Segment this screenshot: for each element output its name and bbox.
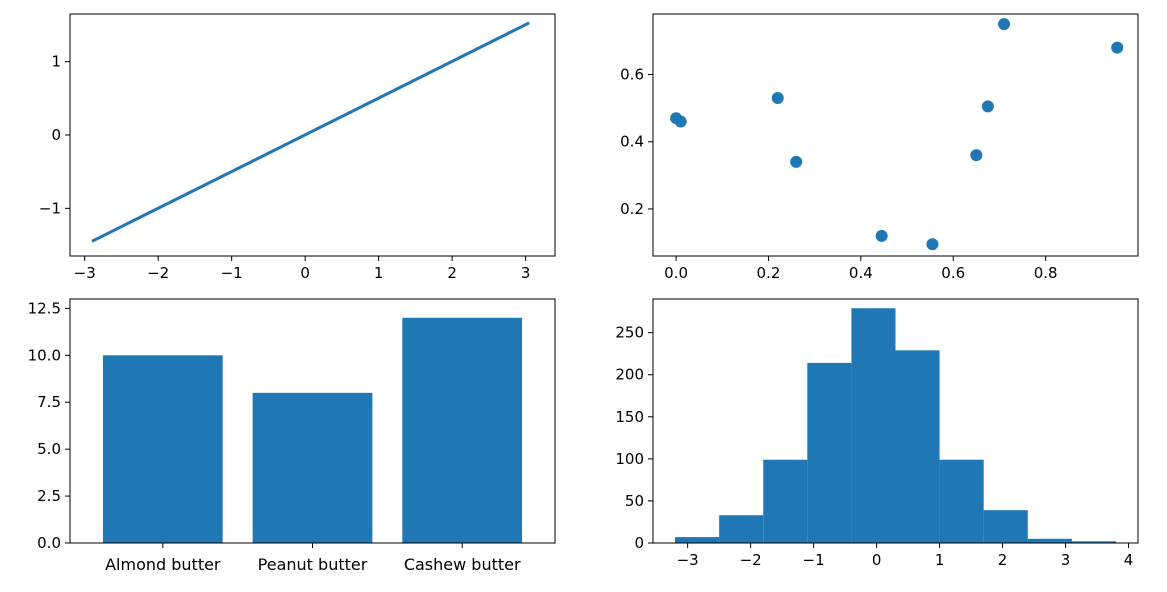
- y-tick-label: 10.0: [28, 346, 61, 364]
- histogram-bar: [763, 459, 808, 543]
- histogram-bar: [1071, 541, 1116, 543]
- plot-frame: [652, 298, 1139, 544]
- y-tick-label: 5.0: [37, 440, 61, 458]
- scatter-point: [926, 238, 939, 251]
- y-tick-label: 50: [625, 492, 644, 510]
- scatter-point: [674, 115, 687, 128]
- histogram-bar: [851, 308, 896, 543]
- histogram-bar: [675, 537, 720, 543]
- x-tick-label: 1: [935, 551, 945, 569]
- line-plot-panel: −3 −2 −1 0 1 2 3 −1 0 1: [39, 13, 556, 282]
- x-tick-label: 0.0: [664, 264, 688, 282]
- scatter-point: [1111, 41, 1124, 54]
- x-tick-label: 0.6: [941, 264, 965, 282]
- scatter-point: [970, 149, 983, 162]
- x-tick-label: 2: [998, 551, 1008, 569]
- x-tick-label: −1: [803, 551, 825, 569]
- x-tick-label: −3: [677, 551, 699, 569]
- histogram-bar: [895, 350, 940, 543]
- x-tick-label: 0.4: [849, 264, 873, 282]
- y-tick-label: 200: [615, 366, 644, 384]
- histogram-panel: −3 −2 −1 0 1 2 3 4 0 50 100 150 200 250: [615, 298, 1139, 569]
- histogram-bar: [807, 362, 852, 543]
- bar-chart-panel: Almond butter Peanut butter Cashew butter 0…: [28, 298, 556, 574]
- y-tick-label: 1: [51, 53, 61, 71]
- category-label: Cashew butter: [404, 555, 521, 574]
- y-tick-label: 0.4: [620, 133, 644, 151]
- plot-frame: [652, 13, 1139, 257]
- x-tick-label: 0.8: [1034, 264, 1058, 282]
- histogram-bar: [1027, 538, 1072, 543]
- y-tick-label: 150: [615, 408, 644, 426]
- x-tick-label: 1: [374, 264, 384, 282]
- y-tick-label: 7.5: [37, 393, 61, 411]
- scatter-point: [998, 18, 1011, 31]
- x-tick-label: −3: [74, 264, 96, 282]
- bar: [402, 317, 523, 543]
- y-tick-label: 0.0: [37, 534, 61, 552]
- scatter-point: [875, 229, 888, 242]
- y-tick-label: 0: [51, 126, 61, 144]
- x-tick-label: 3: [521, 264, 531, 282]
- histogram-bar: [983, 510, 1028, 543]
- y-tick-label: 250: [615, 324, 644, 342]
- y-tick-label: −1: [39, 199, 61, 217]
- x-tick-label: −2: [147, 264, 169, 282]
- scatter-point: [790, 155, 803, 168]
- series-line: [91, 21, 530, 243]
- scatter-point: [981, 100, 994, 113]
- x-tick-label: 0.2: [757, 264, 781, 282]
- scatter-plot-panel: 0.0 0.2 0.4 0.6 0.8 0.2 0.4 0.6: [620, 13, 1139, 282]
- y-tick-label: 2.5: [37, 487, 61, 505]
- y-tick-label: 0: [634, 534, 644, 552]
- scatter-point: [771, 92, 784, 105]
- x-tick-label: 3: [1061, 551, 1071, 569]
- y-tick-label: 0.6: [620, 66, 644, 84]
- bar: [102, 355, 223, 543]
- category-label: Peanut butter: [258, 555, 368, 574]
- x-tick-label: −1: [221, 264, 243, 282]
- y-tick-label: 100: [615, 450, 644, 468]
- x-tick-label: 0: [872, 551, 882, 569]
- x-tick-label: 4: [1124, 551, 1134, 569]
- histogram-bar: [939, 459, 984, 543]
- category-label: Almond butter: [105, 555, 221, 574]
- x-tick-label: 2: [447, 264, 457, 282]
- x-tick-label: −2: [740, 551, 762, 569]
- x-tick-label: 0: [300, 264, 310, 282]
- y-tick-label: 12.5: [28, 299, 61, 317]
- y-tick-label: 0.2: [620, 200, 644, 218]
- histogram-bar: [719, 515, 764, 543]
- bar: [252, 392, 373, 543]
